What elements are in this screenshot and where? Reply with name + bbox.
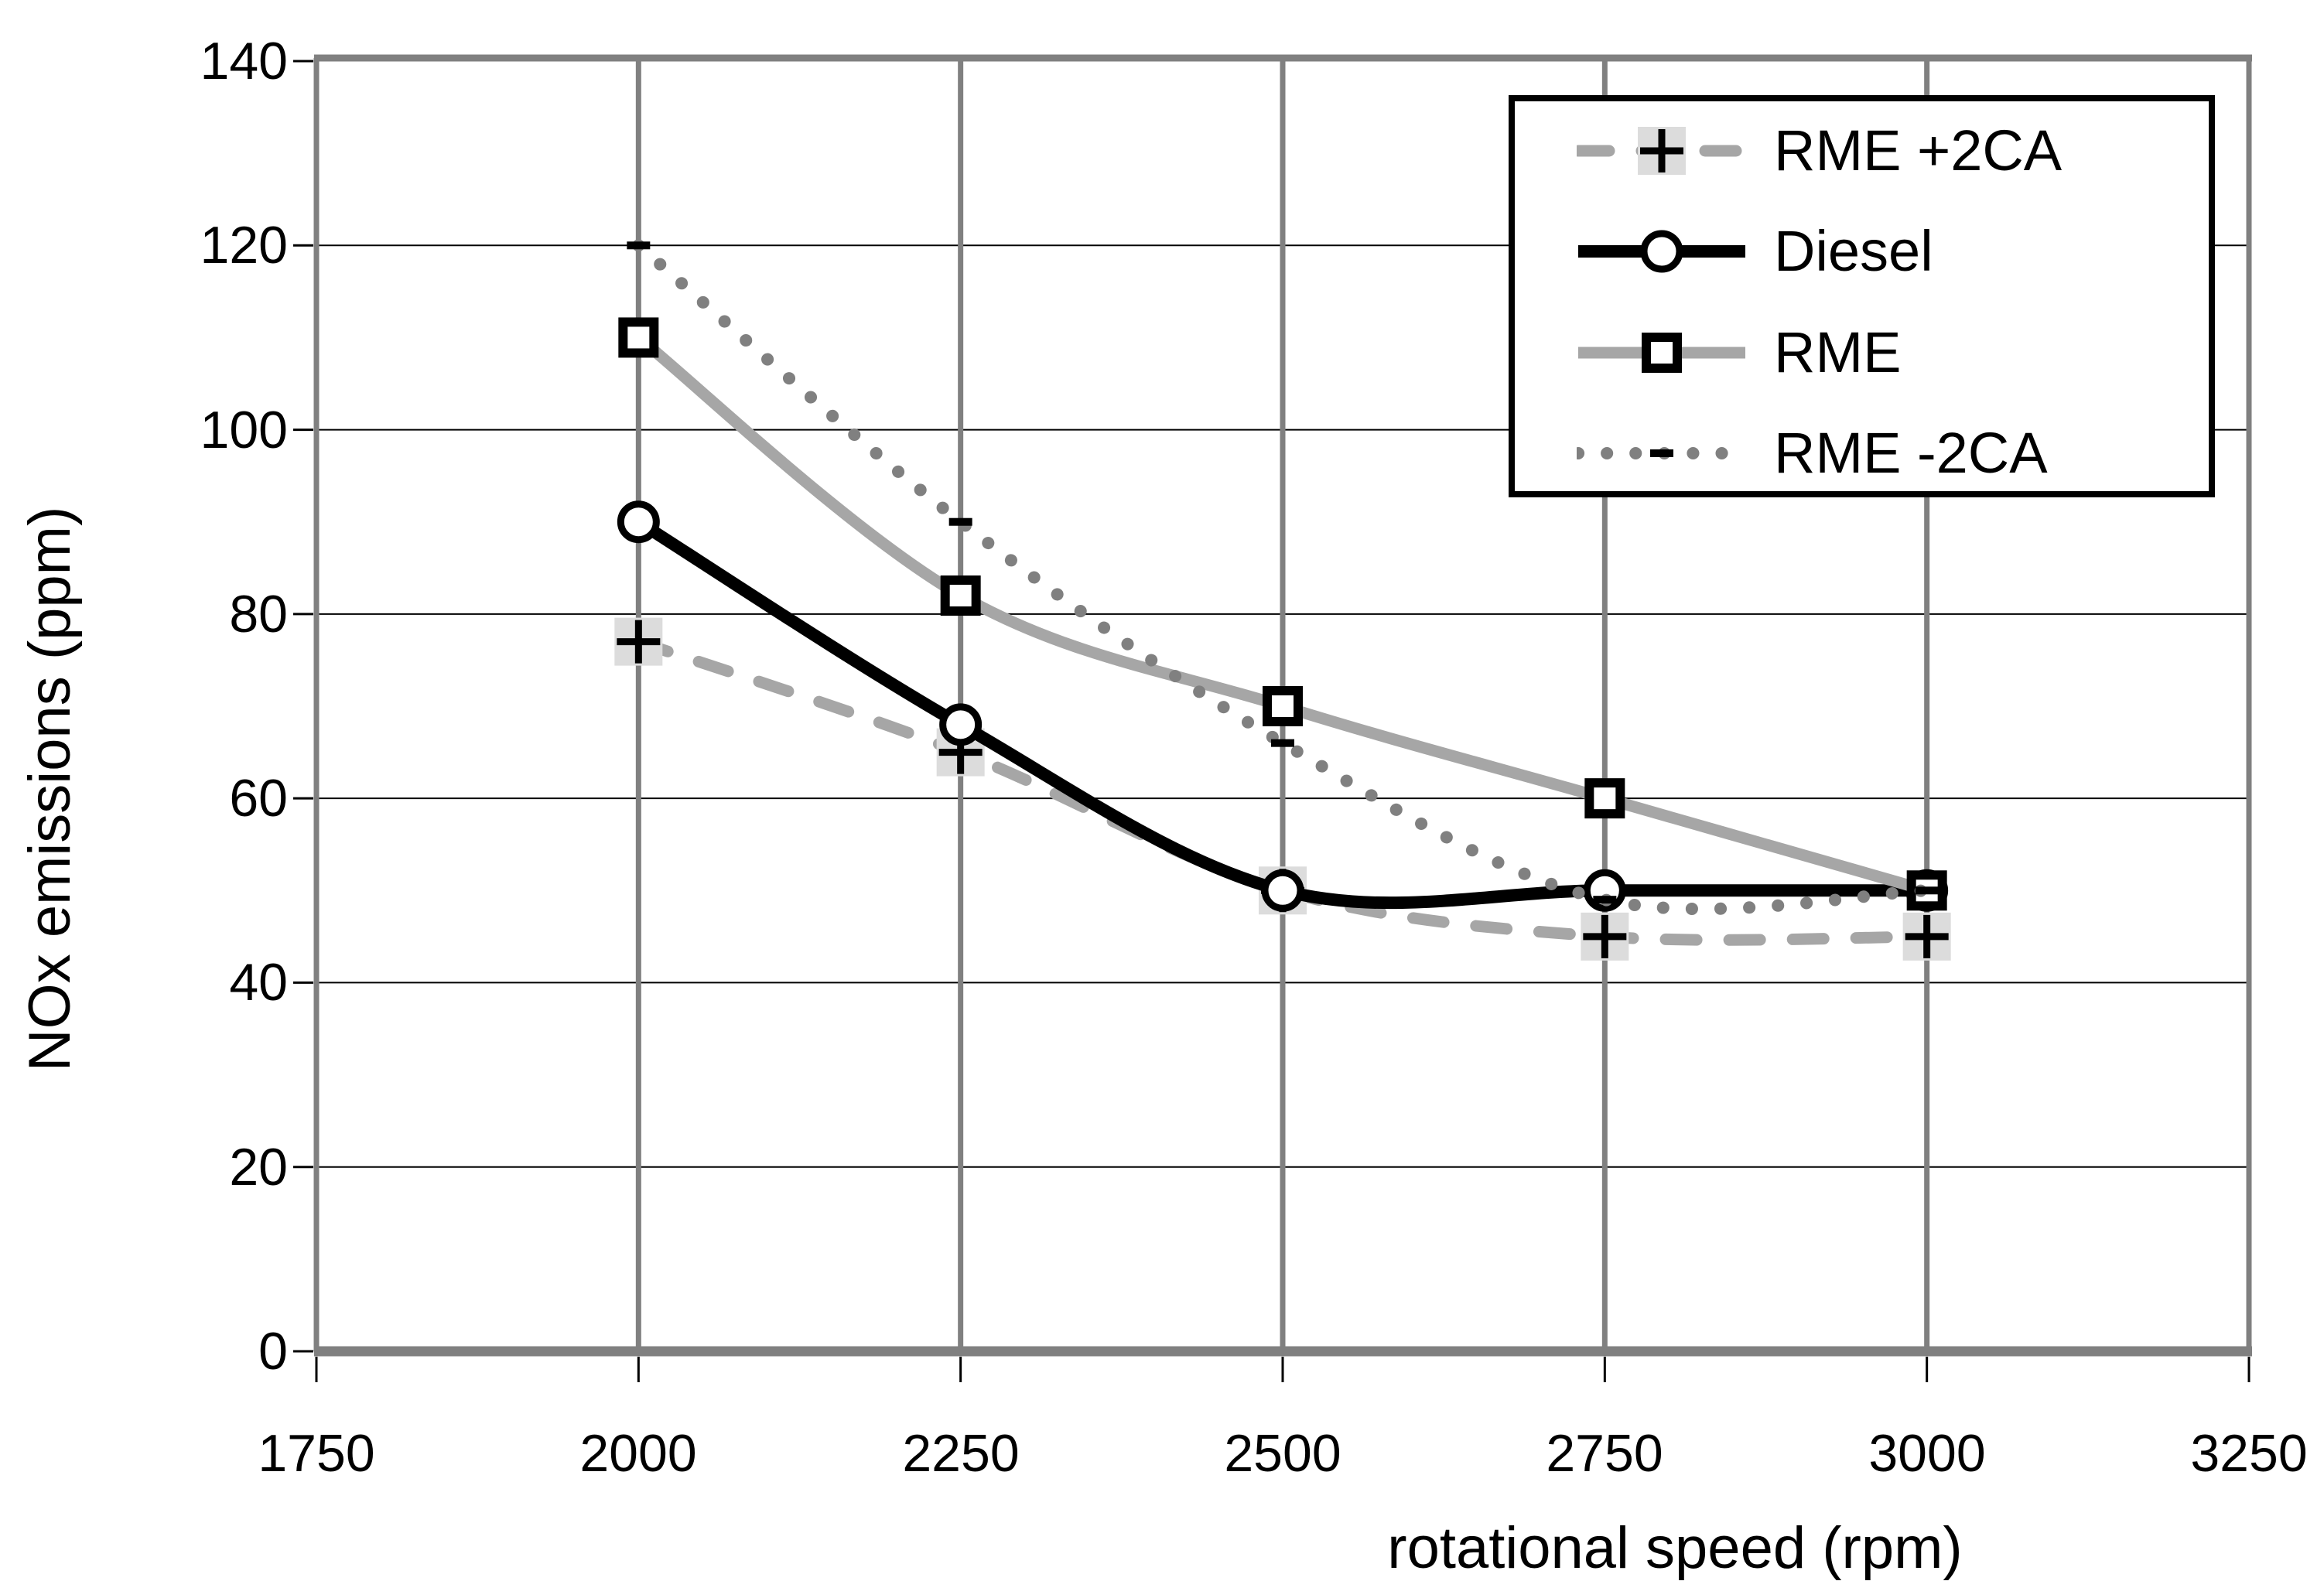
legend-label-diesel: Diesel	[1774, 219, 1933, 283]
legend: RME +2CA Diesel RME RME -2CA	[1509, 95, 2215, 497]
legend-label-rme: RME	[1774, 320, 1902, 384]
xtick-label-2000: 2000	[579, 1424, 697, 1483]
y-axis-title: NOx emissions (ppm)	[17, 506, 83, 1072]
legend-row-rme: RME	[1515, 318, 2209, 388]
legend-label-rme-minus2ca: RME -2CA	[1774, 421, 2048, 485]
legend-marker-rme-plus2ca	[1577, 116, 1747, 186]
ytick-label-100: 100	[200, 401, 288, 459]
xtick-label-2250: 2250	[902, 1424, 1020, 1483]
legend-row-diesel: Diesel	[1515, 217, 2209, 286]
xtick-label-2500: 2500	[1224, 1424, 1341, 1483]
legend-marker-diesel	[1577, 217, 1747, 286]
xtick-label-3250: 3250	[2190, 1424, 2308, 1483]
ytick-label-120: 120	[200, 216, 288, 275]
legend-row-rme-plus2ca: RME +2CA	[1515, 116, 2209, 186]
ytick-label-40: 40	[229, 953, 288, 1012]
ytick-label-60: 60	[229, 769, 288, 828]
ytick-label-80: 80	[229, 585, 288, 644]
series-rme--2ca	[627, 239, 1939, 916]
legend-marker-rme-minus2ca	[1577, 418, 1747, 488]
xtick-label-2750: 2750	[1546, 1424, 1663, 1483]
ytick-label-140: 140	[200, 32, 288, 90]
xtick-label-1750: 1750	[258, 1424, 375, 1483]
xtick-label-3000: 3000	[1868, 1424, 1986, 1483]
ytick-label-0: 0	[258, 1322, 288, 1381]
series-rme	[618, 317, 1947, 911]
x-axis-title: rotational speed (rpm)	[1387, 1515, 1963, 1581]
legend-row-rme-minus2ca: RME -2CA	[1515, 418, 2209, 488]
ytick-label-20: 20	[229, 1138, 288, 1197]
legend-marker-rme	[1577, 318, 1747, 388]
legend-label-rme-plus2ca: RME +2CA	[1774, 118, 2063, 183]
